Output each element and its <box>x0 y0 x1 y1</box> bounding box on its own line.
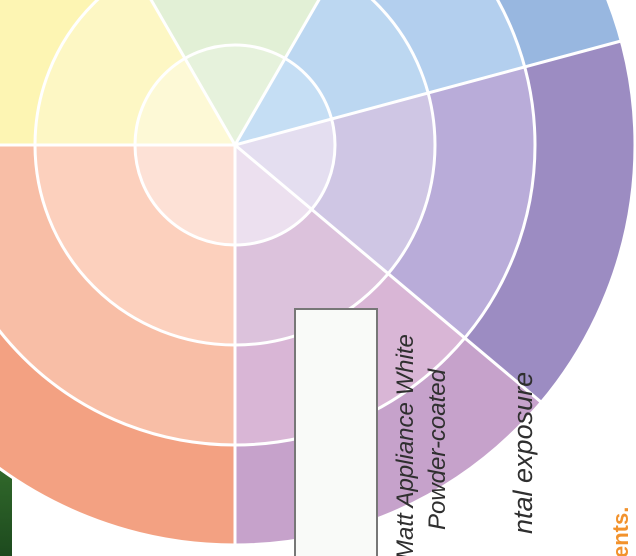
wheel-segment-pink-core <box>235 145 312 246</box>
colour-name-label: Matt Appliance White <box>392 334 419 556</box>
wheel-grid-lines <box>0 0 635 545</box>
exposure-caption: ntal exposure <box>508 371 538 534</box>
colour-swatch <box>294 308 378 556</box>
wheel-segment-lavender-core <box>235 119 336 209</box>
innermost-ring <box>134 44 336 246</box>
wheel-segment-lightblue-core <box>235 58 332 145</box>
finish-label: Powder-coated <box>424 369 451 530</box>
wheel-segment-green-core <box>185 44 285 145</box>
wheel-segment-peach-core <box>135 145 235 245</box>
footnote-caption: ents. <box>608 506 633 556</box>
